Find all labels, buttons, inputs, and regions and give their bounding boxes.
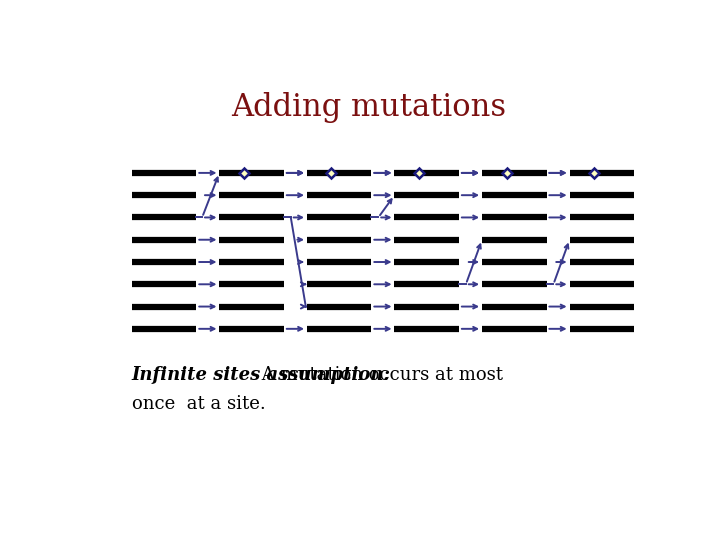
Text: A mutation occurs at most: A mutation occurs at most [256,366,503,384]
Text: once  at a site.: once at a site. [132,395,266,413]
Text: Adding mutations: Adding mutations [231,92,507,123]
Text: Infinite sites assumption:: Infinite sites assumption: [132,366,391,384]
